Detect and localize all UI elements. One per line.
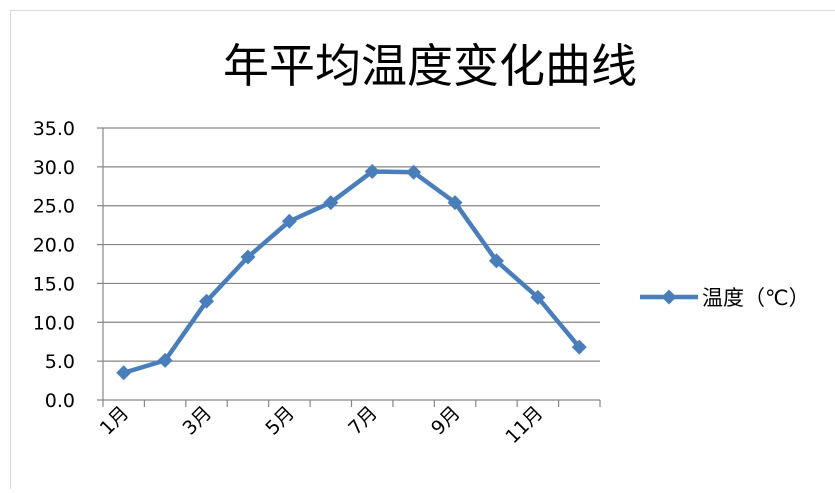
- y-tick-label: 10.0: [33, 312, 75, 334]
- y-tick-label: 30.0: [33, 157, 75, 179]
- y-tick-label: 20.0: [33, 235, 75, 257]
- chart-title: 年平均温度变化曲线: [223, 39, 637, 93]
- y-tick-label: 35.0: [33, 118, 75, 140]
- y-tick-label: 25.0: [33, 196, 75, 218]
- y-tick-label: 5.0: [45, 351, 75, 373]
- legend-label: 温度（℃）: [702, 286, 810, 310]
- y-tick-label: 0.0: [45, 390, 75, 412]
- y-tick-label: 15.0: [33, 273, 75, 295]
